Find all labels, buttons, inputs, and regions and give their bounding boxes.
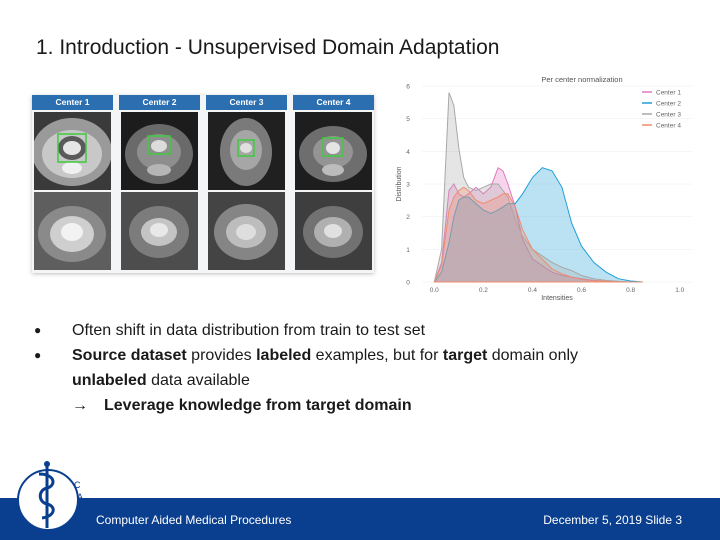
center-column: Center 1 [32, 95, 113, 273]
bullet-text: provides [186, 347, 257, 364]
center-label: Center 2 [119, 95, 200, 110]
bullet-text: Often shift in data distribution from tr… [72, 322, 426, 339]
series-area [433, 186, 643, 283]
center-label: Center 1 [32, 95, 113, 110]
series-area [433, 167, 643, 283]
center-column: Center 2 [119, 95, 200, 273]
bullet-text: examples, but for [311, 347, 443, 364]
y-tick-label: 0 [406, 280, 410, 287]
mri-scan-zoom-image [208, 192, 285, 270]
svg-text:P: P [72, 516, 78, 526]
svg-text:C: C [74, 480, 81, 490]
y-tick-label: 1 [406, 247, 410, 254]
legend-label: Center 3 [656, 112, 681, 119]
y-tick-label: 2 [406, 214, 410, 221]
bullet-dot-icon: ● [34, 323, 42, 337]
x-tick-label: 0.8 [626, 287, 635, 294]
x-tick-label: 1.0 [675, 287, 684, 294]
mri-scan-zoom-image [34, 192, 111, 270]
bullet-text: domain only [487, 347, 579, 364]
legend-label: Center 4 [656, 123, 681, 130]
mri-scan-wide-image [295, 112, 372, 190]
page-title: 1. Introduction - Unsupervised Domain Ad… [36, 36, 500, 59]
y-tick-label: 6 [406, 84, 410, 91]
bullet-item: ● Source dataset provides labeled exampl… [34, 343, 578, 393]
bullet-list: ● Often shift in data distribution from … [34, 318, 578, 418]
center-label: Center 3 [206, 95, 287, 110]
legend-label: Center 1 [656, 90, 681, 97]
chart-title: Per center normalization [541, 75, 622, 84]
mri-scan-wide-image [121, 112, 198, 190]
mri-scan-zoom-image [295, 192, 372, 270]
footer-date-slide: December 5, 2019 Slide 3 [543, 513, 682, 527]
bullet-bold-text: Source dataset [72, 347, 187, 364]
mri-scan-wide-image [208, 112, 285, 190]
center-label: Center 4 [293, 95, 374, 110]
bullet-bold-text: unlabeled [72, 372, 147, 389]
x-tick-label: 0.6 [577, 287, 586, 294]
chart-legend: Center 1 Center 2 Center 3 Center 4 [642, 90, 681, 130]
svg-text:M: M [76, 504, 84, 514]
center-column: Center 4 [293, 95, 374, 273]
y-tick-label: 4 [406, 149, 410, 156]
bullet-bold-text: labeled [256, 347, 312, 364]
distribution-chart: Per center normalization 0 1 2 3 4 5 6 0.0 0.2 0.… [396, 75, 692, 302]
mri-scan-wide-image [34, 112, 111, 190]
mri-scan-zoom-image [121, 192, 198, 270]
y-tick-label: 3 [406, 182, 410, 189]
svg-text:A: A [77, 492, 83, 502]
y-axis-label: Distribution [396, 166, 403, 201]
x-tick-label: 0.0 [430, 287, 439, 294]
x-tick-label: 0.2 [479, 287, 488, 294]
bullet-text: data available [146, 372, 250, 389]
footer-bar: Computer Aided Medical Procedures Decemb… [0, 498, 720, 540]
conclusion-line: → Leverage knowledge from target domain [34, 393, 578, 418]
right-arrow-icon: → [72, 397, 88, 414]
mri-figure: Center 1 Center 2 [32, 95, 374, 273]
y-tick-label: 5 [406, 116, 410, 123]
bullet-item: ● Often shift in data distribution from … [34, 318, 578, 343]
series-area [433, 92, 643, 283]
bullet-bold-text: target [442, 347, 488, 364]
bullet-dot-icon: ● [34, 348, 42, 362]
caduceus-camp-logo-icon: C A M P [17, 461, 84, 531]
center-column: Center 3 [206, 95, 287, 273]
conclusion-text: Leverage knowledge from target domain [104, 397, 412, 414]
plot-area: 0 1 2 3 4 5 6 0.0 0.2 0.4 0.6 0.8 1.0 [406, 84, 692, 294]
legend-label: Center 2 [656, 101, 681, 108]
footer-org-name: Computer Aided Medical Procedures [96, 513, 292, 527]
x-axis-label: Intensities [541, 295, 573, 302]
x-tick-label: 0.4 [528, 287, 537, 294]
